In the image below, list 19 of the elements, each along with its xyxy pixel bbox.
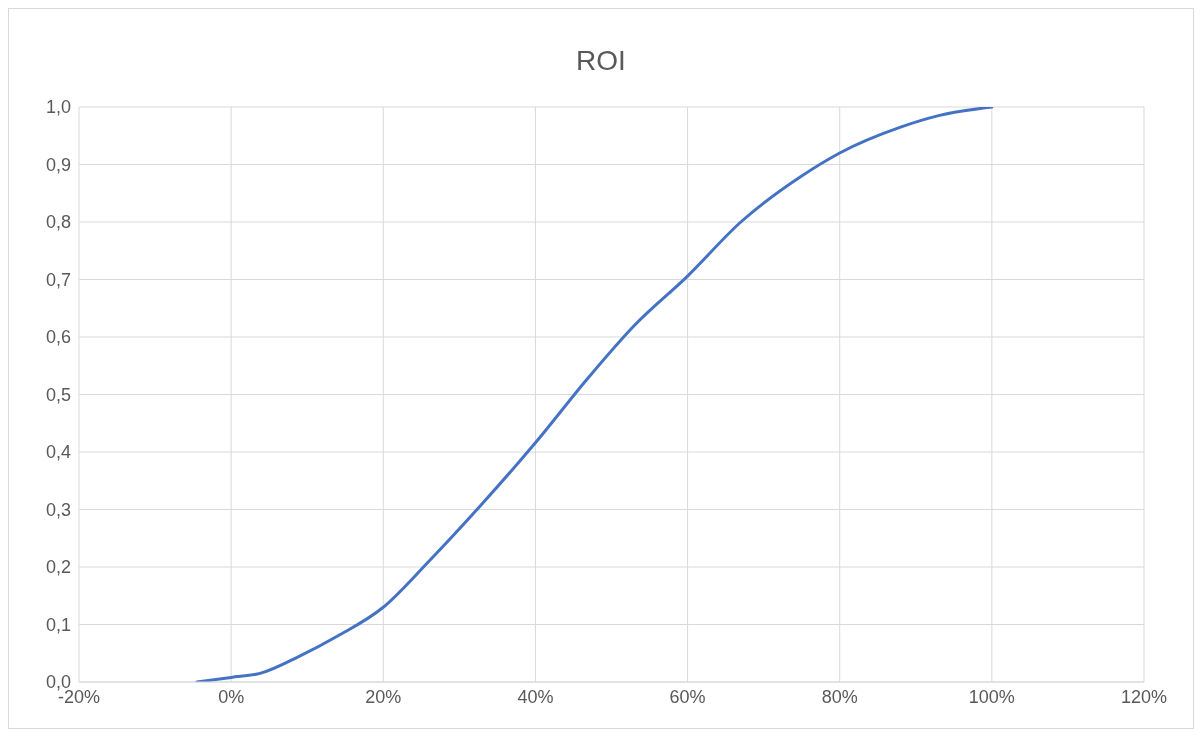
chart-title: ROI (575, 45, 627, 77)
line-series (195, 107, 994, 682)
y-tick-label: 0,3 (45, 499, 71, 520)
x-tick-label: 20% (365, 686, 402, 707)
x-tick-label: 80% (821, 686, 858, 707)
y-tick-label: 0,2 (45, 557, 71, 578)
x-tick-label: 120% (1120, 686, 1168, 707)
x-tick-label: 60% (669, 686, 706, 707)
x-tick-label: 40% (517, 686, 554, 707)
y-tick-label: 0,9 (45, 154, 71, 175)
y-tick-label: 0,8 (45, 212, 71, 233)
y-tick-label: 0,7 (45, 269, 71, 290)
y-tick-label: 0,5 (45, 384, 71, 405)
y-tick-label: 0,4 (45, 442, 71, 463)
y-tick-label: 0,6 (45, 327, 71, 348)
y-tick-label: 0,1 (45, 614, 71, 635)
x-tick-label: 100% (968, 686, 1015, 707)
x-tick-label: 0% (218, 686, 245, 707)
y-tick-label: 1,0 (45, 97, 71, 118)
